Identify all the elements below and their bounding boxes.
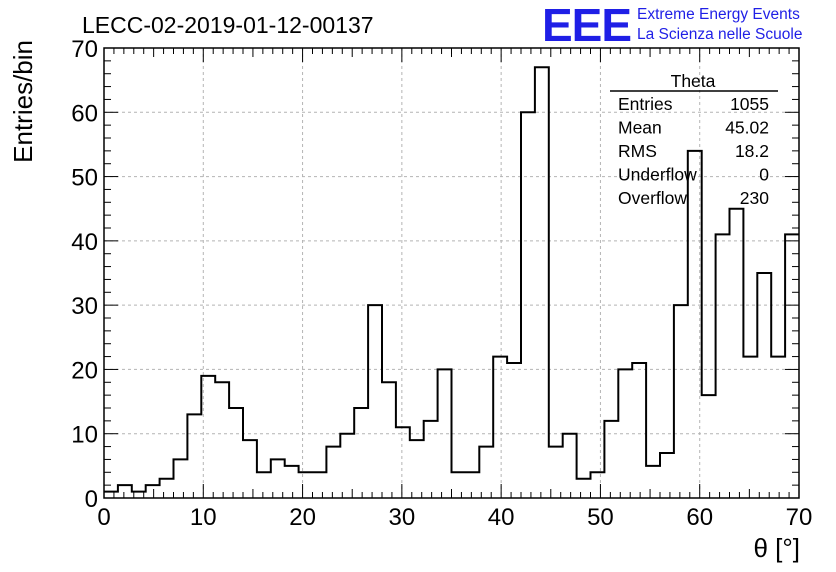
stats-title: Theta [671,71,716,91]
histogram-bin [771,357,785,498]
stats-value: 230 [740,188,769,208]
histogram-bin [591,472,605,498]
chart-title: LECC-02-2019-01-12-00137 [82,12,374,38]
histogram-bin [785,234,799,498]
histogram-bin [299,472,313,498]
axes: 0 10 20 30 40 50 60 70 0 10 20 30 40 50 60 70 [71,36,812,531]
histogram-bin [257,472,271,498]
histogram-bin [618,369,632,498]
x-tick-label: 70 [786,504,813,531]
histogram-bin [716,234,730,498]
histogram-bin [382,382,396,498]
histogram-bin [410,440,424,498]
histogram-bin [743,357,757,498]
histogram-bin [757,273,771,498]
eee-logo-line1: Extreme Energy Events [637,6,800,23]
histogram-bin [201,376,215,498]
histogram-bin [285,466,299,498]
y-axis-label: Entries/bin [8,40,38,163]
eee-logo-line2: La Scienza nelle Scuole [637,26,802,43]
stats-value: 45.02 [725,118,769,138]
x-tick-label: 30 [389,504,416,531]
stats-label: RMS [618,141,657,161]
histogram-bin [424,421,438,498]
histogram-bin [577,479,591,498]
x-tick-label: 40 [488,504,515,531]
histogram-bin [340,434,354,498]
histogram-bin [160,479,174,498]
histogram-bin [674,305,688,498]
histogram-bin [174,459,188,498]
stats-box: Theta Entries 1055 Mean 45.02 RMS 18.2 Underfl… [610,71,778,208]
histogram-bin [646,466,660,498]
y-tick-label: 10 [71,422,98,449]
histogram-bin [702,395,716,498]
histogram-bin [326,447,340,498]
x-tick-label: 50 [587,504,614,531]
histogram-bin [632,363,646,498]
histogram-bin [215,382,229,498]
histogram-bin [465,472,479,498]
histogram-bin [479,447,493,498]
stats-value: 18.2 [735,141,769,161]
y-tick-label: 0 [85,486,98,513]
y-tick-label: 20 [71,357,98,384]
stats-label: Underflow [618,165,697,185]
histogram-bin [313,472,327,498]
histogram-bin [354,408,368,498]
histogram-bin [493,357,507,498]
histogram-bin [535,67,549,498]
x-tick-label: 60 [686,504,713,531]
stats-label: Overflow [618,188,687,208]
x-tick-label: 10 [190,504,217,531]
y-tick-label: 40 [71,229,98,256]
stats-label: Entries [618,94,673,114]
histogram-bin [452,472,466,498]
histogram-bin [688,151,702,498]
histogram-bin [507,363,521,498]
y-tick-label: 60 [71,100,98,127]
y-tick-label: 30 [71,293,98,320]
histogram-bin [563,434,577,498]
histogram [104,66,799,498]
histogram-bin [604,421,618,498]
grid [104,48,799,498]
histogram-bin [187,414,201,498]
histogram-bin [243,440,257,498]
x-tick-label: 20 [289,504,316,531]
histogram-bin [396,427,410,498]
histogram-bin [521,112,535,498]
histogram-bin [730,209,744,498]
x-tick-label: 0 [97,504,110,531]
stats-label: Mean [618,118,662,138]
stats-value: 1055 [730,94,769,114]
histogram-bin [438,369,452,498]
stats-value: 0 [759,165,769,185]
y-tick-label: 50 [71,165,98,192]
y-tick-label: 70 [71,36,98,63]
histogram-bin [368,305,382,498]
histogram-bin [229,408,243,498]
histogram-bin [660,453,674,498]
histogram-outline [104,66,799,493]
eee-logo-mark: EEE [542,0,631,51]
x-axis-label: θ [°] [753,533,800,563]
histogram-bin [146,485,160,498]
eee-logo: EEE Extreme Energy Events La Scienza nel… [542,0,802,51]
histogram-bin [118,485,132,498]
